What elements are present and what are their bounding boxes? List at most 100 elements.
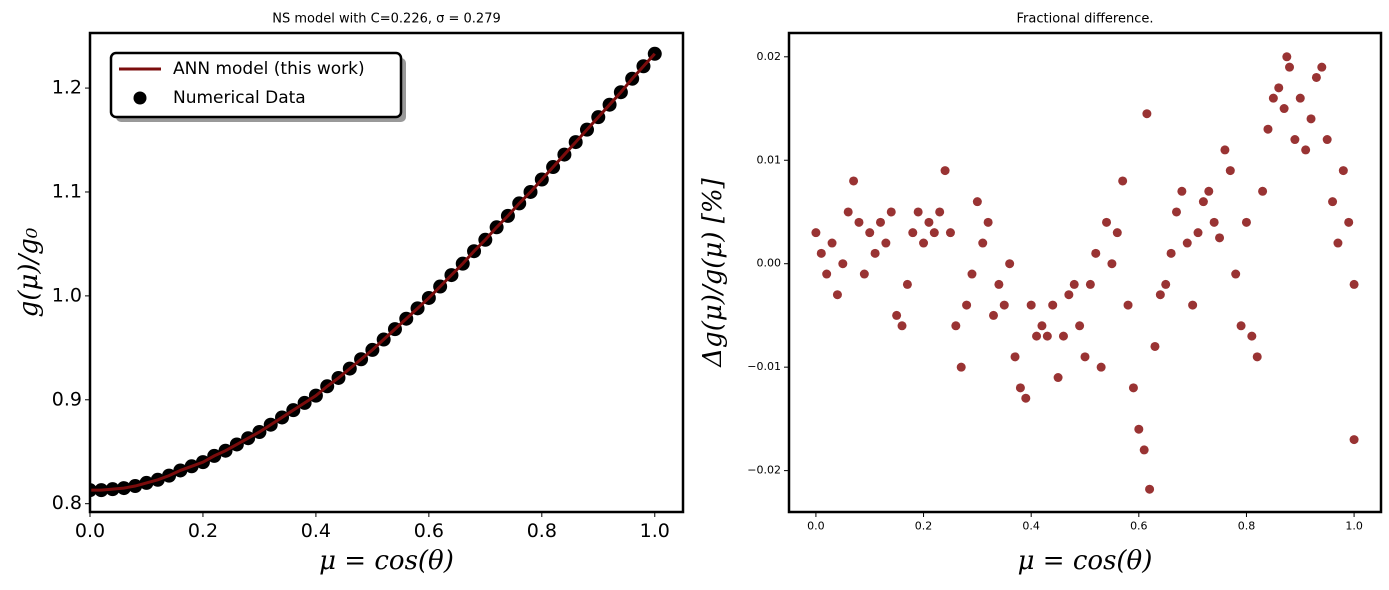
data-point [935,207,945,217]
data-point [1102,217,1112,227]
data-point [902,279,912,289]
data-point [870,248,880,258]
data-point [875,217,885,227]
data-point [1075,321,1085,331]
data-point [1142,109,1152,119]
data-point [1188,300,1198,310]
data-point [832,290,842,300]
y-tick-label: 0.00 [757,257,782,270]
legend-box [109,51,403,119]
data-point [1118,176,1128,186]
data-point [816,248,826,258]
data-point [843,207,853,217]
y-tick-label: 1.1 [52,180,82,202]
x-tick-label: 0.6 [414,520,444,542]
y-tick-label: 1.0 [52,284,82,306]
legend-marker [133,91,147,105]
y-tick-label: 0.01 [757,153,782,166]
plot-area [811,52,1359,494]
data-point [945,228,955,238]
data-point [1064,290,1074,300]
data-point [951,321,961,331]
data-point [1231,269,1241,279]
data-point [1053,373,1063,383]
data-point [859,269,869,279]
data-point [1282,52,1292,62]
y-tick-label: 0.02 [757,50,782,63]
data-point [1209,217,1219,227]
data-point [1258,186,1268,196]
data-point [1344,217,1354,227]
axes-frame [787,31,1383,514]
x-tick-label: 0.8 [527,520,557,542]
data-point [881,238,891,248]
data-point [908,228,918,238]
legend-label: ANN model (this work) [173,59,365,79]
data-point [1225,166,1235,176]
chart-title: Fractional difference. [1017,12,1154,27]
data-point [983,217,993,227]
data-point [1317,62,1327,72]
data-point [1037,321,1047,331]
y-axis-label: Δg(μ)/g(μ) [%] [698,177,728,367]
data-point [1247,331,1257,341]
data-point [1096,362,1106,372]
data-point [1166,248,1176,258]
data-point [919,238,929,248]
data-point [1338,166,1348,176]
data-point [1328,197,1338,207]
data-point [1220,145,1230,155]
data-point [1112,228,1122,238]
data-point [811,228,821,238]
data-point [994,279,1004,289]
data-point [838,259,848,269]
data-point [1182,238,1192,248]
data-point [940,166,950,176]
data-line [90,52,656,492]
data-point [1091,248,1101,258]
data-point [1290,135,1300,145]
data-point [913,207,923,217]
y-axis-label: g(μ)/g₀ [14,227,44,317]
data-point [1005,259,1015,269]
data-point [1161,279,1171,289]
data-point [1177,186,1187,196]
data-point [1236,321,1246,331]
data-point [1252,352,1262,362]
data-point [1204,186,1214,196]
data-point [865,228,875,238]
data-point [1198,197,1208,207]
data-point [989,310,999,320]
data-point [1285,62,1295,72]
x-tick-label: 0.2 [915,520,933,533]
data-point [1032,331,1042,341]
data-point [1026,300,1036,310]
data-point [999,300,1009,310]
data-point [924,217,934,227]
data-point [1295,93,1305,103]
x-tick-label: 1.0 [640,520,670,542]
y-tick-label: 0.8 [52,492,82,514]
data-point [854,217,864,227]
axes-frame [88,31,685,514]
data-point [1123,300,1133,310]
y-tick-label: 0.9 [52,388,82,410]
data-point [1145,484,1155,494]
data-point [1333,238,1343,248]
data-point [897,321,907,331]
data-point [1274,83,1284,93]
data-point [1080,352,1090,362]
y-tick-label: −0.01 [747,360,781,373]
y-tick-label: −0.02 [747,464,781,477]
data-point [1058,331,1068,341]
x-tick-label: 0.8 [1238,520,1256,533]
data-point [1349,435,1359,445]
data-point [1139,445,1149,455]
chart-title: NS model with C=0.226, σ = 0.279 [272,12,501,27]
data-point [1311,72,1321,82]
data-point [1069,279,1079,289]
data-point [1268,93,1278,103]
legend-label: Numerical Data [173,88,306,108]
x-tick-label: 0.2 [188,520,218,542]
